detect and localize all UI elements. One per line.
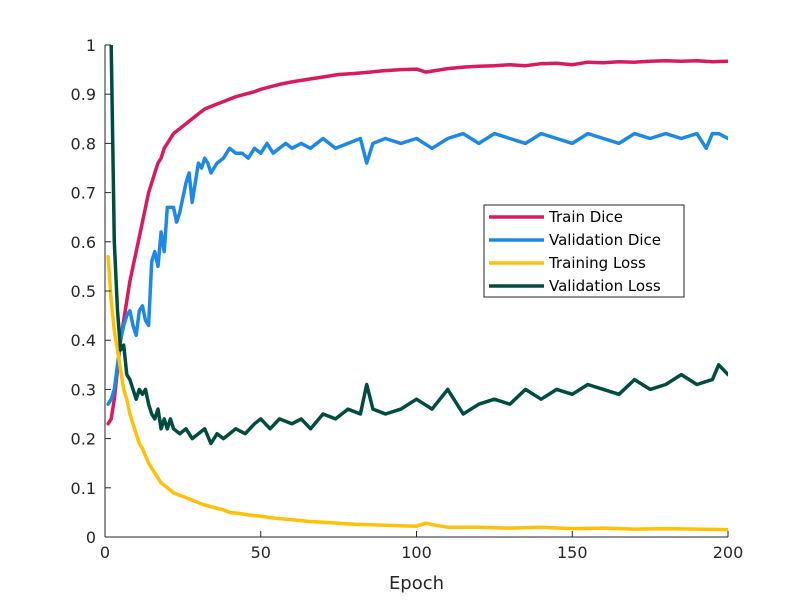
- y-tick-label: 0.2: [71, 430, 96, 449]
- legend-entry-label: Train Dice: [548, 208, 623, 226]
- legend-entry-label: Validation Dice: [549, 231, 661, 249]
- x-axis-title: Epoch: [389, 573, 444, 594]
- y-tick-label: 1: [86, 36, 96, 55]
- x-tick-label: 150: [557, 543, 588, 562]
- y-tick-label: 0.5: [71, 282, 96, 301]
- y-tick-label: 0.4: [71, 331, 96, 350]
- x-tick-label: 50: [251, 543, 271, 562]
- axes-layer: 0 50 100 150 200 0 0.1 0.2 0.3 0.4 0.5 0.6 0.7 0.8 0.9…: [71, 36, 744, 562]
- series-line-1: [106, 58, 728, 426]
- legend-entry-label: Validation Loss: [549, 277, 661, 295]
- series-line-2: [106, 131, 728, 406]
- y-tick-label: 0.7: [71, 184, 96, 203]
- legend: Train Dice Validation Dice Training Loss Va…: [483, 204, 685, 298]
- x-tick-label: 100: [401, 543, 432, 562]
- series-layer: [106, 45, 728, 532]
- legend-entry-label: Training Loss: [548, 254, 646, 272]
- y-tick-label: 0.1: [71, 479, 96, 498]
- series-line-3: [106, 254, 728, 532]
- x-tick-label: 0: [100, 543, 110, 562]
- y-tick-label: 0.9: [71, 85, 96, 104]
- x-tick-label: 200: [713, 543, 744, 562]
- y-tick-label: 0.3: [71, 380, 96, 399]
- y-tick-label: 0: [86, 528, 96, 547]
- y-tick-label: 0.6: [71, 233, 96, 252]
- y-tick-label: 0.8: [71, 134, 96, 153]
- legend-box: [483, 204, 685, 298]
- series-line-4: [109, 45, 728, 446]
